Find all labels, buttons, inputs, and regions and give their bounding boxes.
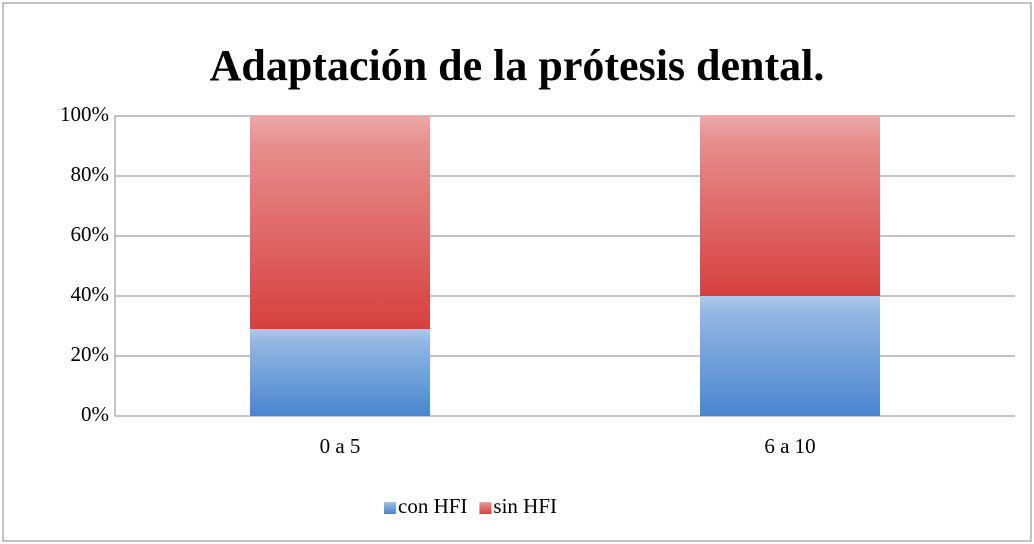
legend-swatch-shine xyxy=(479,502,492,514)
bar-shine xyxy=(700,116,880,296)
x-tick-label: 0 a 5 xyxy=(320,434,361,458)
x-tick-label: 6 a 10 xyxy=(764,434,815,458)
bar-shine xyxy=(700,296,880,416)
y-tick-label: 0% xyxy=(81,402,109,426)
bar-shine xyxy=(250,329,430,416)
y-tick-label: 100% xyxy=(60,102,109,126)
y-tick-label: 40% xyxy=(71,282,110,306)
bar-shine xyxy=(250,116,430,329)
y-tick-label: 20% xyxy=(71,342,110,366)
legend-swatch-shine xyxy=(384,502,396,514)
legend-label: con HFI xyxy=(398,494,467,518)
chart-title: Adaptación de la prótesis dental. xyxy=(210,41,825,90)
y-tick-label: 60% xyxy=(71,222,110,246)
y-tick-label: 80% xyxy=(71,162,110,186)
legend-label: sin HFI xyxy=(493,494,557,518)
